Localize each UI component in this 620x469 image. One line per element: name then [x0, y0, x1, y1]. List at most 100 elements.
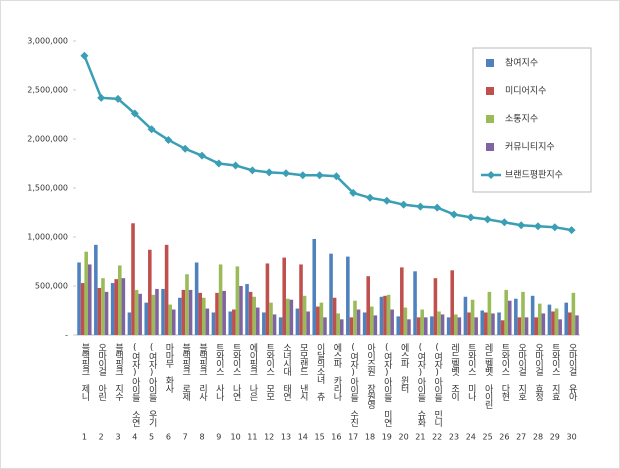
bar — [568, 312, 572, 335]
bar — [467, 312, 471, 335]
bar — [463, 296, 468, 335]
bar — [205, 308, 210, 335]
line-marker — [147, 125, 156, 134]
bar — [370, 306, 374, 335]
bar — [194, 262, 199, 335]
x-tick-label: 이달의소녀 츄 — [315, 343, 325, 402]
bar — [312, 238, 317, 335]
x-tick-label: (여자)아이들 슈화 — [415, 343, 425, 428]
bar — [77, 262, 81, 335]
bar — [138, 293, 142, 335]
bar — [423, 317, 428, 335]
rank-label: 17 — [348, 433, 358, 442]
x-tick-label: 트와이스 지효 — [550, 343, 560, 400]
rank-label: 1 — [82, 433, 87, 442]
bar — [500, 320, 505, 335]
legend-label: 소통지수 — [505, 114, 538, 125]
bar — [316, 306, 320, 335]
line-marker — [382, 196, 391, 205]
line-marker — [248, 166, 257, 175]
bar — [245, 284, 249, 335]
rank-label: 8 — [199, 433, 204, 442]
line-marker — [399, 200, 408, 209]
bar — [507, 300, 512, 335]
bar — [521, 291, 525, 335]
bar — [131, 223, 135, 335]
rank-label: 9 — [216, 433, 221, 442]
rank-label: 19 — [382, 433, 392, 442]
rank-label: 11 — [247, 433, 257, 442]
x-tick-label: (여자)아이들 미연 — [382, 343, 392, 427]
x-tick-label: 모모랜드 낸시 — [298, 343, 308, 401]
rank-label: 29 — [550, 433, 560, 442]
bar — [302, 295, 307, 335]
bar — [222, 290, 226, 335]
bar — [306, 311, 310, 335]
bar — [356, 309, 361, 335]
line-marker — [164, 135, 173, 144]
line-marker — [282, 169, 290, 178]
x-tick-label: 에이핑크 나은 — [247, 343, 257, 401]
bar — [400, 267, 404, 335]
rank-label: 25 — [483, 433, 493, 442]
y-tick-label: 1,500,000 — [27, 184, 68, 193]
bar — [155, 288, 159, 335]
bar — [80, 283, 85, 335]
x-tick-label: 오마이걸 효정 — [533, 343, 543, 401]
y-tick-label: - — [65, 331, 68, 340]
bar — [470, 299, 475, 335]
x-tick-label: 블랙핑크 지수 — [113, 343, 123, 402]
bar — [84, 251, 88, 335]
bar — [319, 302, 324, 335]
x-tick-label: 마마무 화사 — [163, 343, 173, 394]
rank-label: 6 — [166, 433, 171, 442]
bar — [353, 300, 357, 335]
rank-label: 12 — [264, 433, 274, 442]
bar — [118, 265, 122, 335]
legend-label: 미디어지수 — [505, 86, 546, 97]
line-marker — [416, 202, 425, 211]
legend-swatch — [486, 115, 494, 123]
bar — [430, 316, 434, 335]
x-tick-label: 트와이스 다현 — [499, 343, 509, 401]
line-marker — [332, 172, 341, 181]
bar — [168, 304, 172, 335]
bar — [514, 298, 518, 335]
bar — [248, 291, 253, 335]
rank-label: 26 — [499, 433, 509, 442]
y-tick-label: 500,000 — [35, 282, 68, 291]
bar — [185, 274, 189, 335]
bar — [390, 309, 394, 335]
bar — [228, 311, 233, 335]
bar — [101, 278, 105, 335]
line-marker — [500, 218, 509, 227]
line-marker — [114, 94, 122, 103]
bar — [161, 288, 165, 335]
bar — [538, 303, 542, 335]
legend-label: 참여지수 — [505, 57, 538, 69]
line-marker — [349, 188, 358, 197]
x-tick-label: 에스파 카리나 — [331, 343, 341, 402]
line-marker — [231, 161, 240, 170]
bar — [239, 286, 243, 335]
bar — [94, 244, 98, 335]
line-marker — [366, 193, 374, 202]
bar — [269, 302, 273, 335]
rank-label: 13 — [281, 433, 291, 442]
bar — [282, 257, 286, 335]
bar — [558, 319, 562, 335]
x-tick-label: 트와이스 미나 — [466, 343, 476, 402]
line-marker — [567, 226, 576, 235]
y-tick-label: 3,000,000 — [27, 37, 68, 46]
bar — [524, 317, 529, 335]
rank-label: 7 — [183, 433, 188, 442]
line-marker — [265, 168, 274, 177]
legend-label: 브랜드평판지수 — [505, 170, 563, 181]
line-marker — [315, 171, 324, 180]
x-tick-label: 트와이스 모모 — [264, 343, 274, 400]
bar — [188, 289, 193, 335]
line-marker — [97, 93, 106, 102]
bar — [332, 297, 337, 335]
bar — [530, 295, 535, 335]
